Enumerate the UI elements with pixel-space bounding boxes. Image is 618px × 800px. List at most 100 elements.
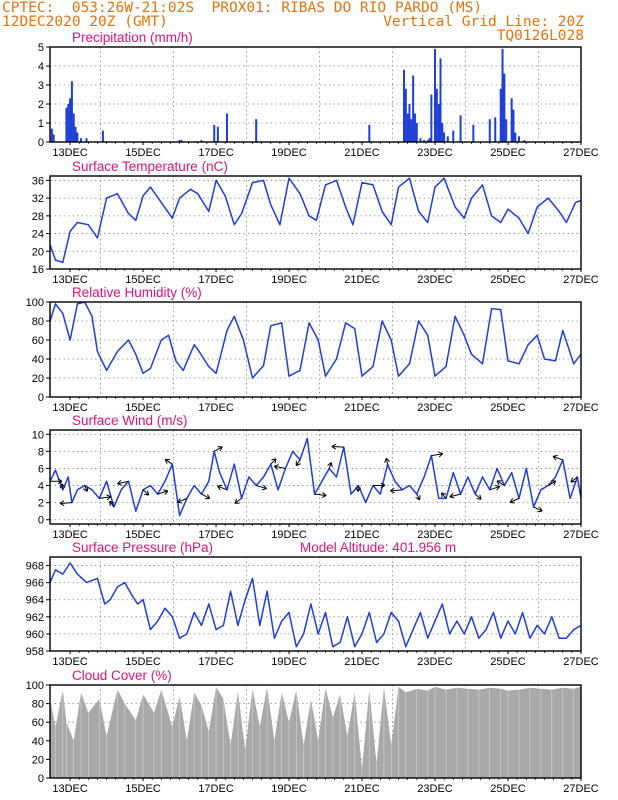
wind-arrow-head [217,446,223,452]
data-point [135,510,137,512]
precip-bar [403,69,405,142]
wind-arrow-head [551,480,557,486]
data-point [251,377,254,379]
data-point [507,208,509,210]
data-point [514,633,516,635]
precip-bar [434,48,437,142]
wind-arrow [109,500,115,508]
panel-title: Surface Pressure (hPa) [72,540,213,555]
y-tick-label: 0 [38,137,44,149]
data-point [361,375,363,377]
data-point [62,573,64,575]
y-tick-label: 20 [32,373,44,385]
y-tick-label: 40 [32,354,44,366]
precip-bar [501,48,504,142]
data-point [321,480,323,482]
data-point [62,312,64,314]
wind-arrow-head [117,480,123,486]
data-point [242,339,245,341]
data-point [303,633,305,635]
data-point [339,641,341,644]
series-group [50,686,581,778]
data-point [91,315,93,317]
data-point [496,467,498,470]
data-point [178,197,181,199]
data-point [417,320,420,322]
data-point [87,224,89,226]
header-model-id: TQ0126L028 [496,28,584,44]
wind-arrow [99,496,111,499]
data-point [346,616,349,618]
data-point [237,624,239,626]
y-tick-label: 4 [38,61,44,73]
data-point [397,620,400,622]
data-point [452,472,454,474]
precip-bar [406,113,409,142]
data-point [299,193,301,195]
data-point [354,646,356,648]
panel-5: 958 960 962 964 966 968 13DEC 15DEC 17DEC 19DEC 21… [26,540,599,668]
data-point [500,637,502,639]
data-point [372,184,374,186]
data-point [490,308,493,310]
data-point [295,646,297,648]
data-point [324,611,327,614]
data-point [160,339,162,341]
data-point [558,210,560,213]
data-point [345,322,347,324]
data-point [525,467,527,470]
panel-4: 0 2 4 6 8 10 13DEC 15DEC 17DEC 19DEC 21DEC 23DEC 25D… [32,413,599,541]
data-point [251,182,254,184]
wind-arrow-head [205,494,211,500]
x-tick-label: 17DEC [198,274,234,286]
data-point [175,360,177,362]
data-point [54,569,57,571]
data-point [324,375,327,377]
y-tick-label: 20 [32,246,44,258]
data-point [449,633,451,635]
y-tick-label: 60 [32,717,44,729]
precip-bar [412,75,415,142]
wind-arrow [509,497,520,503]
wind-arrow [157,490,168,495]
data-point [381,210,383,213]
data-point [96,237,99,239]
wind-arrow-head [271,458,277,464]
precip-bar [423,140,426,142]
y-tick-label: 8 [38,446,44,458]
precip-bar [437,104,440,142]
wind-arrow [295,459,301,466]
data-point [454,206,456,208]
data-point [142,372,144,374]
x-tick-label: 13DEC [52,147,88,159]
precip-bar [512,109,515,142]
wind-arrow-head [217,484,223,491]
wind-arrow-head [59,483,66,489]
data-point [270,325,272,327]
wind-arrow [61,483,64,490]
x-tick-label: 21DEC [344,783,380,795]
chart-header: CPTEC: 053:26W-21:02S PROX01: RIBAS DO R… [0,0,618,44]
wind-arrow [385,458,389,465]
wind-arrow-head [570,477,576,483]
data-point [554,360,557,362]
data-point [251,577,254,579]
wind-arrow-head [106,494,112,501]
data-point [454,315,456,317]
precip-bar [404,88,407,142]
y-tick-label: 1 [38,118,44,130]
x-tick-label: 23DEC [417,274,453,286]
precip-bar [510,98,513,142]
data-point [315,219,318,221]
data-point [529,637,531,639]
data-point [390,224,392,226]
precip-bar [494,117,497,142]
data-point [390,339,392,341]
data-point [408,177,411,179]
data-point [456,620,458,622]
data-point [270,204,272,206]
data-point [434,375,436,377]
wind-arrow-head [234,498,240,504]
panel-title: Surface Temperature (nC) [72,159,228,174]
